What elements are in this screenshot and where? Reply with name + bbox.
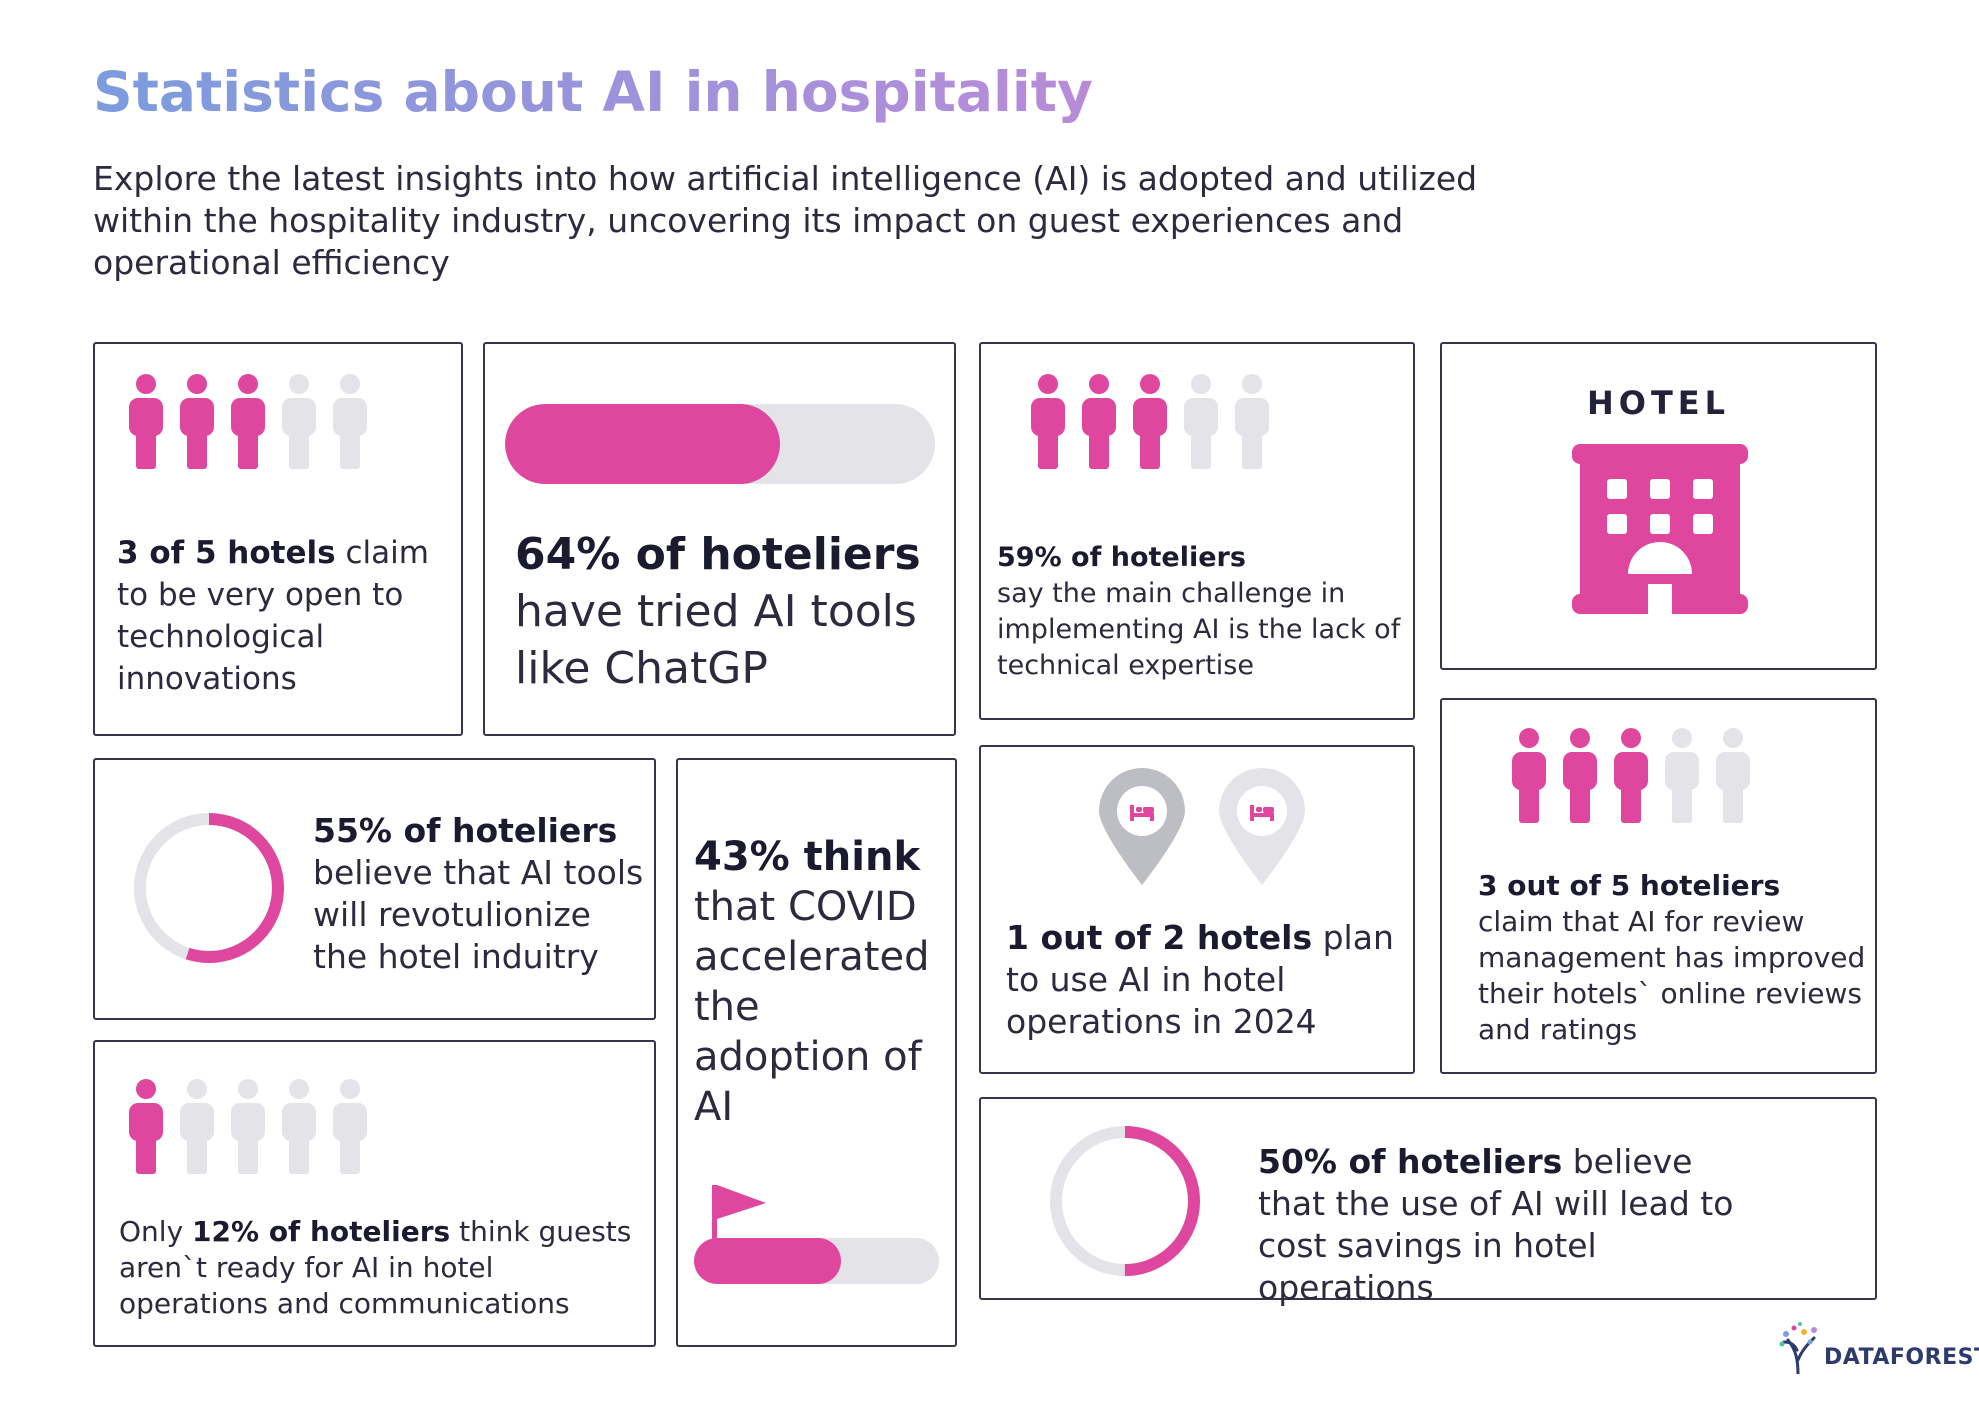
person-icon-highlighted bbox=[1563, 728, 1597, 823]
progress-bar-fill bbox=[694, 1238, 841, 1284]
person-icon bbox=[333, 374, 367, 469]
people-row bbox=[129, 374, 367, 469]
person-icon bbox=[282, 1079, 316, 1174]
people-row bbox=[129, 1079, 367, 1174]
person-icon bbox=[180, 1079, 214, 1174]
hotel-location-pin-icon bbox=[1219, 768, 1305, 885]
stat-text: 3 out of 5 hoteliers claim that AI for re… bbox=[1478, 869, 1866, 1046]
stat-text: 55% of hoteliers believe that AI tools wi… bbox=[313, 811, 644, 976]
flag-icon bbox=[712, 1185, 766, 1250]
card-hotel: HOTEL bbox=[1440, 342, 1877, 670]
donut-chart bbox=[134, 813, 284, 963]
person-icon-highlighted bbox=[180, 374, 214, 469]
person-icon-highlighted bbox=[1031, 374, 1065, 469]
people-row bbox=[1031, 374, 1269, 469]
stat-text: 59% of hoteliers say the main challenge i… bbox=[997, 542, 1401, 681]
card-reviews: 3 out of 5 hoteliers claim that AI for re… bbox=[1440, 698, 1877, 1074]
stat-text: 1 out of 2 hotels plan to use AI in hote… bbox=[1006, 918, 1394, 1041]
hotel-label: HOTEL bbox=[1586, 384, 1731, 422]
tree-logo-icon bbox=[1779, 1322, 1817, 1374]
stat-text: 43% think that COVID accelerated the adop… bbox=[694, 834, 930, 1130]
card-tried-ai: 64% of hoteliers have tried AI tools like… bbox=[483, 342, 956, 736]
logo-text: DATAFOREST bbox=[1824, 1345, 1979, 1370]
person-icon-highlighted bbox=[1512, 728, 1546, 823]
stat-text: 50% of hoteliers believe that the use of… bbox=[1258, 1142, 1734, 1307]
progress-bar bbox=[694, 1238, 939, 1284]
card-open-to-tech: 3 of 5 hotels claim to be very open to t… bbox=[93, 342, 463, 736]
donut-chart bbox=[1050, 1126, 1200, 1276]
hotel-building-icon bbox=[1572, 444, 1748, 614]
person-icon bbox=[1184, 374, 1218, 469]
person-icon bbox=[333, 1079, 367, 1174]
people-row bbox=[1512, 728, 1750, 823]
donut-fill bbox=[1050, 1126, 1200, 1276]
person-icon-highlighted bbox=[1614, 728, 1648, 823]
pins-row bbox=[1097, 767, 1307, 887]
dataforest-logo: DATAFOREST bbox=[1778, 1320, 1979, 1374]
stat-text: Only 12% of hoteliers think guests aren`… bbox=[119, 1215, 632, 1320]
person-icon-highlighted bbox=[1082, 374, 1116, 469]
card-challenge: 59% of hoteliers say the main challenge i… bbox=[979, 342, 1415, 720]
person-icon-highlighted bbox=[231, 374, 265, 469]
intro-text: Explore the latest insights into how art… bbox=[93, 159, 1478, 282]
card-revolutionize: 55% of hoteliers believe that AI tools wi… bbox=[93, 758, 656, 1020]
card-cost-savings: 50% of hoteliers believe that the use of… bbox=[979, 1097, 1877, 1307]
donut-fill bbox=[134, 813, 284, 963]
progress-bar-fill bbox=[505, 404, 781, 484]
person-icon-highlighted bbox=[129, 374, 163, 469]
card-not-ready: Only 12% of hoteliers think guests aren`… bbox=[93, 1040, 656, 1347]
person-icon-highlighted bbox=[129, 1079, 163, 1174]
person-icon bbox=[231, 1079, 265, 1174]
page-title: Statistics about AI in hospitality bbox=[93, 54, 1093, 130]
person-icon bbox=[1665, 728, 1699, 823]
person-icon bbox=[1716, 728, 1750, 823]
person-icon bbox=[1235, 374, 1269, 469]
progress-bar bbox=[505, 404, 935, 484]
stat-text: 64% of hoteliers have tried AI tools like… bbox=[515, 529, 921, 694]
person-icon bbox=[282, 374, 316, 469]
stat-text: 3 of 5 hotels claim to be very open to t… bbox=[117, 535, 429, 697]
hotel-location-pin-icon bbox=[1099, 768, 1185, 885]
card-operations-2024: 1 out of 2 hotels plan to use AI in hote… bbox=[979, 745, 1415, 1074]
card-covid: 43% think that COVID accelerated the adop… bbox=[676, 758, 957, 1347]
person-icon-highlighted bbox=[1133, 374, 1167, 469]
